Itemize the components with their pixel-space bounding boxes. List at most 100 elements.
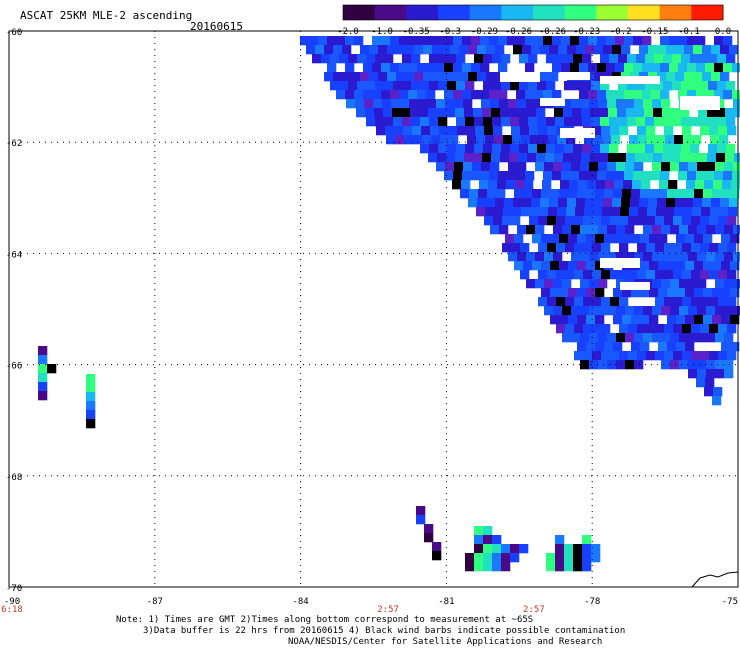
wind-cell bbox=[435, 36, 445, 46]
wind-cell bbox=[592, 243, 602, 253]
wind-cell bbox=[490, 225, 500, 235]
wind-cell bbox=[646, 324, 656, 334]
wind-cell bbox=[616, 360, 626, 370]
wind-cell bbox=[607, 306, 617, 316]
wind-cell bbox=[643, 99, 653, 109]
wind-cell bbox=[716, 108, 726, 118]
wind-cell bbox=[510, 544, 520, 554]
wind-cell bbox=[411, 117, 421, 127]
wind-cell bbox=[474, 144, 484, 154]
wind-cell bbox=[471, 90, 481, 100]
wind-cell bbox=[431, 135, 441, 145]
wind-cell bbox=[38, 391, 48, 401]
wind-cell bbox=[705, 171, 715, 181]
wind-cell bbox=[715, 162, 725, 172]
wind-cell bbox=[384, 117, 394, 127]
wind-cell bbox=[484, 216, 494, 226]
wind-cell bbox=[568, 234, 578, 244]
wind-cell bbox=[705, 378, 715, 388]
wind-cell bbox=[724, 333, 734, 343]
wind-cell bbox=[562, 306, 572, 316]
wind-cell bbox=[565, 270, 575, 280]
wind-cell bbox=[694, 288, 704, 298]
wind-cell bbox=[657, 45, 667, 55]
wind-cell bbox=[315, 45, 325, 55]
wind-cell bbox=[697, 306, 707, 316]
wind-cell bbox=[559, 288, 569, 298]
wind-cell bbox=[38, 346, 48, 356]
wind-cell bbox=[484, 126, 494, 136]
wind-cell bbox=[453, 90, 463, 100]
wind-cell bbox=[554, 108, 564, 118]
wind-cell bbox=[679, 162, 689, 172]
wind-cell bbox=[712, 189, 722, 199]
wind-cell bbox=[706, 360, 716, 370]
lon-label: -81 bbox=[438, 597, 454, 607]
wind-cell bbox=[543, 36, 553, 46]
wind-cell bbox=[557, 135, 567, 145]
wind-cell bbox=[729, 45, 739, 55]
wind-cell bbox=[700, 351, 710, 361]
wind-cell bbox=[573, 81, 583, 91]
wind-cell bbox=[538, 297, 548, 307]
wind-cell bbox=[582, 144, 592, 154]
wind-cell bbox=[547, 216, 557, 226]
wind-cell bbox=[339, 54, 349, 64]
wind-cell bbox=[465, 553, 475, 563]
wind-cell bbox=[449, 135, 459, 145]
wind-cell bbox=[644, 108, 654, 118]
colorbar-label: -0.26 bbox=[505, 27, 532, 37]
wind-cell bbox=[546, 144, 556, 154]
wind-cell bbox=[649, 234, 659, 244]
wind-cell bbox=[706, 225, 716, 235]
wind-cell bbox=[342, 45, 352, 55]
wind-cell bbox=[583, 351, 593, 361]
wind-cell bbox=[649, 261, 659, 271]
wind-cell bbox=[629, 207, 639, 217]
wind-cell bbox=[456, 54, 466, 64]
wind-cell bbox=[492, 562, 502, 572]
wind-cell bbox=[637, 270, 647, 280]
wind-cell bbox=[609, 144, 619, 154]
wind-cell bbox=[530, 135, 540, 145]
wind-cell bbox=[642, 63, 652, 73]
lon-label: -90 bbox=[4, 597, 20, 607]
wind-cell bbox=[594, 198, 604, 208]
wind-cell bbox=[619, 126, 629, 136]
wind-cell bbox=[357, 54, 367, 64]
wind-cell bbox=[507, 171, 517, 181]
wind-cell bbox=[515, 180, 525, 190]
wind-cell bbox=[444, 90, 454, 100]
wind-cell bbox=[474, 553, 484, 563]
colorbar-swatch bbox=[374, 5, 407, 20]
wind-cell bbox=[616, 252, 626, 262]
wind-cell bbox=[646, 126, 656, 136]
wind-cell bbox=[619, 351, 629, 361]
wind-cell bbox=[652, 279, 662, 289]
wind-cell bbox=[625, 225, 635, 235]
wind-cell bbox=[428, 108, 438, 118]
wind-cell bbox=[455, 153, 465, 163]
wind-cell bbox=[393, 81, 403, 91]
wind-cell bbox=[555, 553, 565, 563]
wind-cell bbox=[601, 351, 611, 361]
wind-cell bbox=[565, 216, 575, 226]
wind-cell bbox=[654, 117, 664, 127]
wind-cell bbox=[579, 90, 589, 100]
wind-cell bbox=[414, 45, 424, 55]
wind-cell bbox=[582, 81, 592, 91]
wind-cell bbox=[469, 189, 479, 199]
wind-cell bbox=[516, 90, 526, 100]
wind-cell bbox=[688, 225, 698, 235]
wind-cell bbox=[573, 144, 583, 154]
wind-cell bbox=[625, 333, 635, 343]
wind-cell bbox=[601, 270, 611, 280]
wind-cell bbox=[658, 288, 668, 298]
wind-cell bbox=[697, 279, 707, 289]
wind-cell bbox=[562, 333, 572, 343]
wind-cell bbox=[730, 261, 740, 271]
wind-cell bbox=[372, 36, 382, 46]
colorbar-swatch bbox=[501, 5, 534, 20]
wind-cell bbox=[526, 99, 536, 109]
wind-cell bbox=[324, 45, 334, 55]
